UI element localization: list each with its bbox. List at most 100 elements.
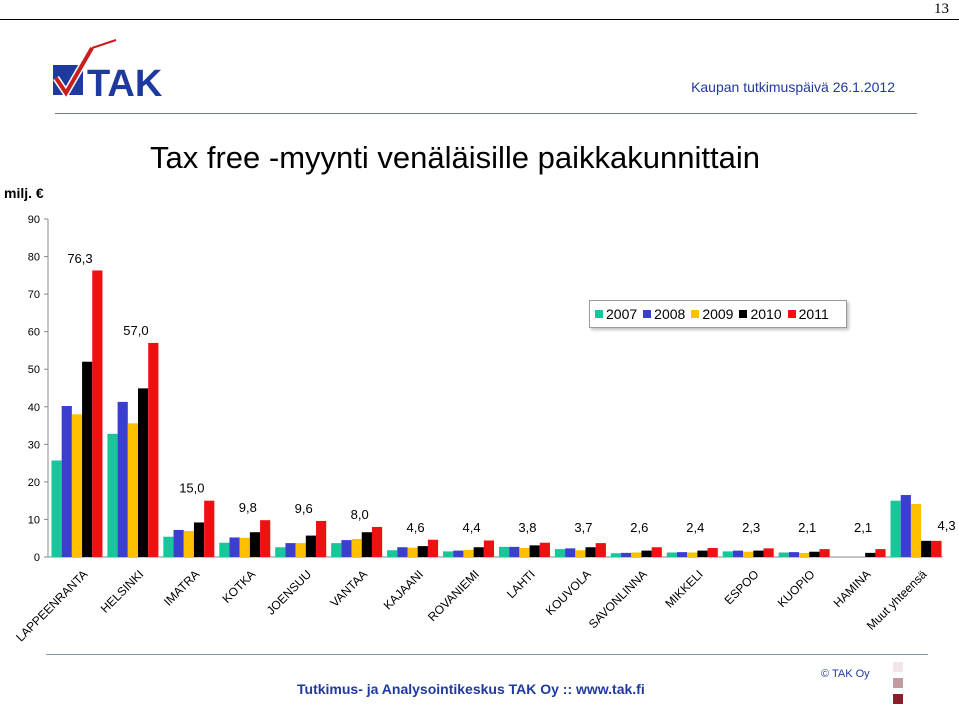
bar-2008: [61, 406, 72, 557]
bar-2008: [788, 552, 800, 557]
footer-divider: [46, 654, 928, 655]
legend-item: 2007: [595, 306, 637, 322]
bar-2008: [676, 552, 688, 557]
legend-item: 2011: [787, 306, 829, 322]
data-label: 9,8: [239, 500, 257, 515]
bar-2007: [331, 543, 342, 557]
header-divider: [55, 113, 917, 114]
y-tick-label: 30: [28, 439, 40, 451]
data-label: 2,4: [686, 520, 704, 535]
y-tick-label: 40: [28, 402, 40, 414]
bar-2009: [575, 550, 586, 557]
data-label: 8,0: [351, 507, 369, 522]
bar-2007: [219, 542, 230, 557]
bars: [51, 270, 942, 557]
bar-2011: [204, 500, 215, 557]
bar-2011: [819, 549, 830, 557]
bar-2010: [305, 535, 317, 557]
data-label: 57,0: [123, 323, 148, 338]
bar-2008: [453, 550, 464, 557]
bar-2009: [519, 547, 530, 557]
legend-swatch: [739, 310, 748, 318]
data-label: 3,7: [574, 520, 592, 535]
x-tick-label: ROVANIEMI: [425, 567, 482, 624]
bar-2010: [865, 552, 876, 557]
bar-2008: [397, 547, 408, 557]
page-number: 13: [934, 1, 949, 17]
data-label: 76,3: [67, 251, 92, 266]
logo-text: TAK: [87, 63, 163, 105]
decor-square: [893, 678, 903, 688]
bar-2007: [778, 552, 789, 557]
x-tick-label: KOUVOLA: [543, 567, 594, 618]
bar-2007: [890, 500, 901, 557]
bar-2008: [732, 550, 744, 557]
bar-2007: [722, 551, 733, 557]
bar-2007: [498, 546, 510, 557]
bar-2011: [931, 540, 942, 557]
bar-2007: [107, 433, 118, 557]
data-label: 2,3: [742, 520, 760, 535]
bar-2011: [92, 270, 103, 557]
data-label: 9,6: [295, 501, 313, 516]
slide-top-rule: [0, 19, 959, 20]
bar-2009: [631, 552, 642, 557]
bar-2008: [565, 548, 576, 557]
bar-2010: [417, 546, 428, 557]
bar-2010: [753, 550, 764, 557]
bar-2010: [585, 547, 596, 557]
chart-title: Tax free -myynti venäläisille paikkakunn…: [150, 140, 760, 175]
bar-2008: [229, 537, 240, 557]
bar-2009: [295, 543, 306, 557]
x-tick-label: Muut yhteensä: [864, 567, 930, 633]
legend-swatch: [691, 310, 700, 318]
bar-2009: [687, 552, 698, 557]
legend-label: 2007: [606, 306, 638, 322]
legend-swatch: [595, 310, 603, 318]
bar-2009: [463, 549, 474, 557]
x-tick-label: VANTAA: [327, 567, 370, 610]
check-mark-icon: [54, 46, 94, 97]
data-label: 2,6: [630, 520, 648, 535]
bar-2010: [529, 545, 540, 557]
bar-2011: [707, 547, 718, 557]
data-label: 2,1: [854, 520, 872, 535]
bar-2009: [407, 547, 418, 557]
bar-2007: [51, 460, 62, 557]
x-tick-label: ESPOO: [722, 567, 762, 607]
bar-2008: [117, 401, 128, 557]
bar-2007: [275, 547, 286, 557]
check-mark-tail: [91, 39, 117, 49]
copyright: © TAK Oy: [821, 668, 870, 680]
bar-2007: [610, 553, 622, 557]
y-tick-label: 60: [28, 327, 40, 339]
legend-label: 2011: [798, 306, 829, 322]
bar-2009: [351, 538, 362, 557]
bar-2011: [483, 540, 495, 557]
data-label: 2,1: [798, 520, 816, 535]
bar-2009: [71, 414, 83, 557]
tak-logo: TAK: [50, 38, 200, 108]
x-tick-label: LAHTI: [504, 567, 538, 601]
x-tick-label: SAVONLINNA: [586, 567, 650, 631]
bar-2010: [921, 540, 932, 557]
bar-2009: [127, 423, 139, 557]
bar-2009: [183, 531, 194, 557]
x-tick-label: MIKKELI: [662, 567, 705, 610]
bar-2011: [763, 548, 774, 557]
decor-square: [893, 662, 903, 672]
bar-2008: [900, 495, 911, 557]
x-tick-labels: LAPPEENRANTA HELSINKI IMATRA KOTKA JOENSUU VA…: [13, 567, 929, 644]
bar-2009: [743, 551, 754, 557]
y-tick-label: 20: [28, 477, 40, 489]
y-tick-label: 90: [28, 214, 40, 226]
y-axis: 0 10 20 30 40 50 60 70 80 90: [28, 214, 943, 564]
x-tick-label: HAMINA: [831, 567, 874, 610]
legend-swatch: [787, 310, 796, 318]
bar-2010: [249, 532, 261, 557]
legend-item: 2010: [739, 306, 782, 322]
bar-2011: [539, 542, 550, 557]
y-tick-label: 70: [28, 289, 40, 301]
legend-label: 2008: [654, 306, 686, 322]
legend-swatch: [643, 310, 652, 318]
